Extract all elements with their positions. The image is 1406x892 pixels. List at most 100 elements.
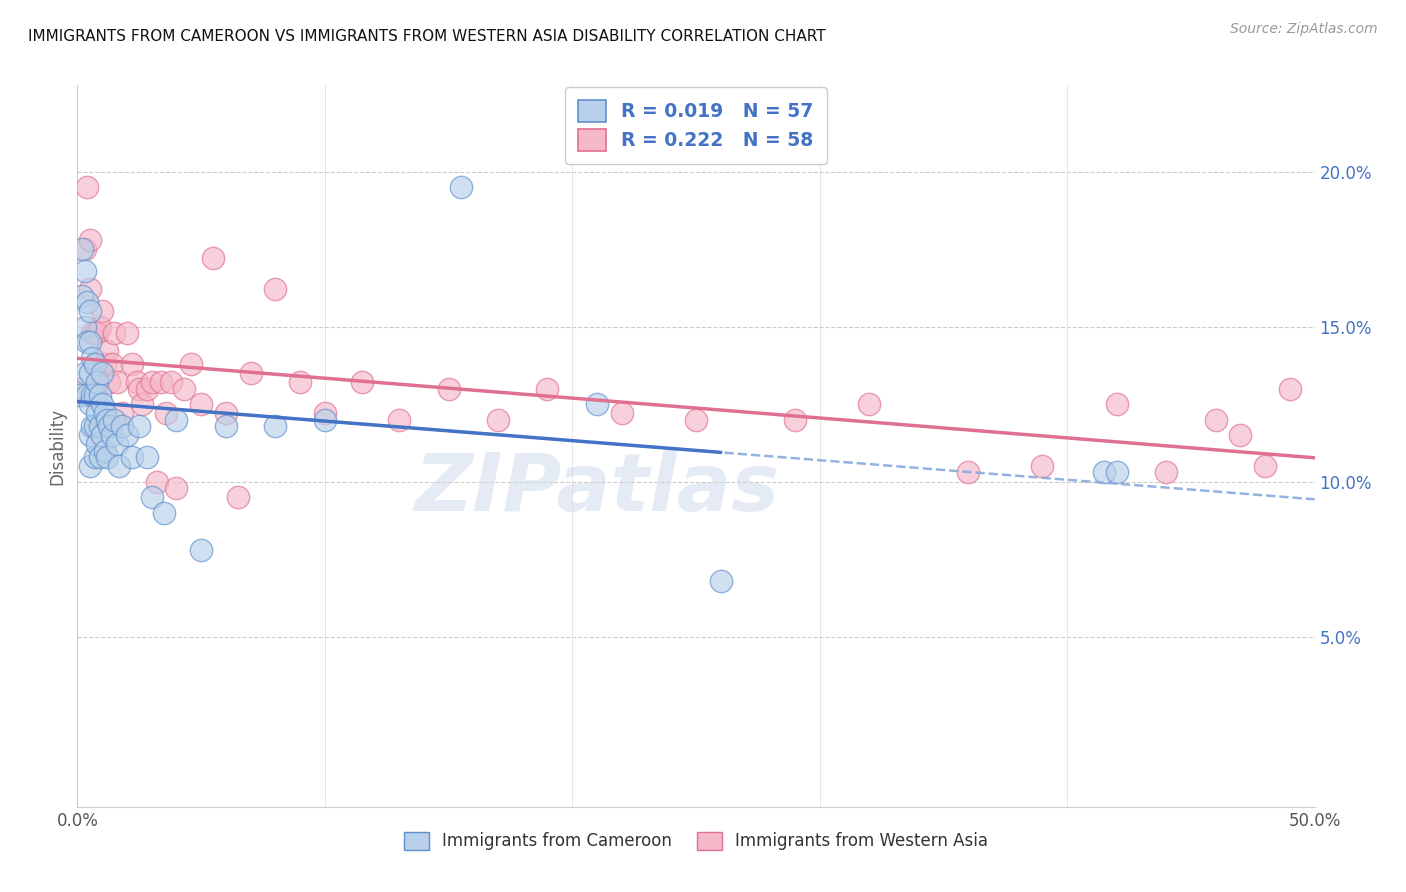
Point (1154, 466, 1177, 480)
Point (108, 459, 131, 474)
Text: Source: ZipAtlas.com: Source: ZipAtlas.com (1230, 22, 1378, 37)
Point (173, 382, 195, 396)
Point (135, 450, 157, 464)
Point (450, 180, 472, 194)
Point (486, 412, 509, 426)
Point (783, 412, 806, 426)
Point (73, 242, 96, 256)
Point (82, 326, 104, 340)
Point (685, 412, 707, 426)
Point (91, 366, 114, 380)
Point (858, 397, 880, 411)
Point (1229, 428, 1251, 442)
Point (141, 490, 163, 504)
Point (957, 466, 980, 480)
Point (101, 428, 124, 442)
Point (264, 418, 287, 433)
Y-axis label: Disability: Disability (48, 408, 66, 484)
Point (89, 388, 111, 402)
Point (115, 428, 138, 442)
Point (91, 397, 114, 411)
Point (215, 406, 238, 420)
Point (155, 406, 177, 420)
Point (111, 418, 134, 433)
Point (121, 357, 143, 371)
Point (79, 335, 101, 350)
Text: IMMIGRANTS FROM CAMEROON VS IMMIGRANTS FROM WESTERN ASIA DISABILITY CORRELATION : IMMIGRANTS FROM CAMEROON VS IMMIGRANTS F… (28, 29, 825, 44)
Point (83, 450, 105, 464)
Point (710, 574, 733, 588)
Point (79, 304, 101, 318)
Point (96, 412, 118, 426)
Point (190, 542, 212, 557)
Point (180, 357, 202, 371)
Point (226, 490, 249, 504)
Point (89, 450, 111, 464)
Point (73, 264, 96, 278)
Point (83, 388, 105, 402)
Point (202, 252, 225, 266)
Point (101, 357, 124, 371)
Point (93, 406, 115, 420)
Point (69, 382, 91, 396)
Point (93, 357, 115, 371)
Point (145, 475, 167, 489)
Point (83, 357, 105, 371)
Point (91, 304, 114, 318)
Point (103, 326, 125, 340)
Point (83, 418, 105, 433)
Point (437, 382, 460, 396)
Point (153, 506, 176, 520)
Point (83, 357, 105, 371)
Point (86, 326, 108, 340)
Point (93, 443, 115, 458)
Point (72, 242, 94, 256)
Point (111, 406, 134, 420)
Point (190, 397, 212, 411)
Point (79, 366, 101, 380)
Point (82, 418, 104, 433)
Point (125, 376, 148, 390)
Point (105, 437, 128, 451)
Point (82, 388, 104, 402)
Legend: Immigrants from Cameroon, Immigrants from Western Asia: Immigrants from Cameroon, Immigrants fro… (394, 822, 998, 861)
Point (105, 376, 128, 390)
Point (86, 437, 108, 451)
Point (165, 481, 187, 495)
Point (314, 406, 336, 420)
Point (314, 412, 336, 426)
Point (1092, 466, 1115, 480)
Point (160, 376, 183, 390)
Point (76, 335, 98, 350)
Point (79, 233, 101, 247)
Point (536, 382, 558, 396)
Point (76, 388, 98, 402)
Point (350, 376, 373, 390)
Point (388, 412, 411, 426)
Point (1105, 466, 1128, 480)
Point (96, 450, 118, 464)
Point (89, 319, 111, 334)
Point (1105, 397, 1128, 411)
Point (76, 180, 98, 194)
Point (82, 351, 104, 365)
Point (1031, 459, 1053, 474)
Text: ZIPatlas: ZIPatlas (415, 450, 779, 528)
Point (98, 418, 121, 433)
Point (98, 376, 121, 390)
Point (86, 376, 108, 390)
Point (1278, 382, 1301, 396)
Point (215, 418, 238, 433)
Point (89, 418, 111, 433)
Point (1205, 412, 1227, 426)
Point (72, 288, 94, 302)
Point (79, 428, 101, 442)
Point (96, 344, 118, 359)
Point (288, 376, 311, 390)
Point (1254, 459, 1277, 474)
Point (79, 397, 101, 411)
Point (150, 376, 173, 390)
Point (79, 459, 101, 474)
Point (86, 376, 108, 390)
Point (128, 382, 150, 396)
